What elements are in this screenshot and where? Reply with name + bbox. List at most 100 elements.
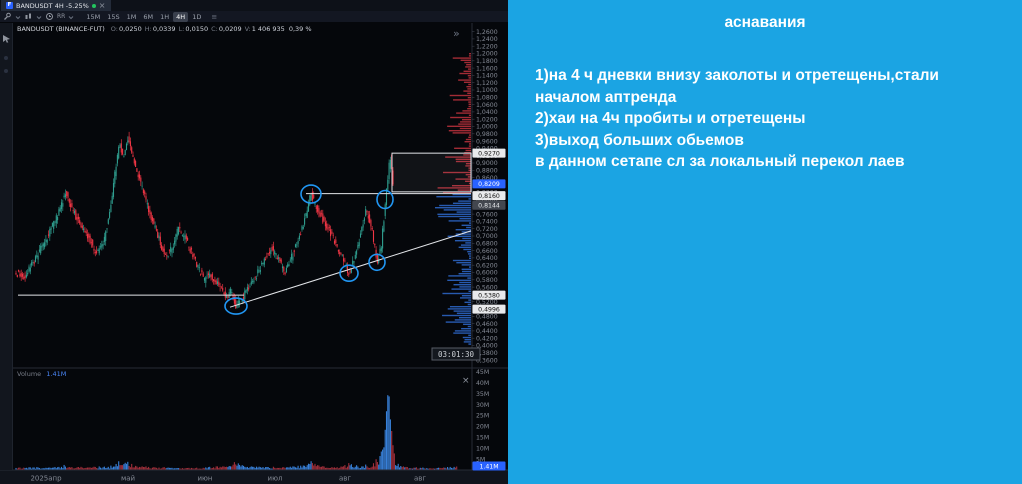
wrench-icon[interactable]	[3, 12, 12, 21]
rr-label: RR	[57, 13, 66, 20]
price-label-white: 0,5380	[472, 290, 506, 300]
svg-text:0,4000: 0,4000	[476, 343, 498, 350]
clock-icon	[45, 12, 54, 21]
volume-axis[interactable]: 5M 10M 15M 20M 25M 30M 35M 40M 45M	[476, 369, 489, 463]
chart-tab[interactable]: F BANDUSDT 4H -5.25% ×	[1, 0, 111, 11]
cursor-arrow-icon[interactable]	[2, 28, 11, 47]
svg-text:0,3600: 0,3600	[476, 357, 498, 364]
svg-text:1,2000: 1,2000	[476, 51, 498, 58]
circle-annotation[interactable]	[376, 189, 394, 210]
svg-text:0,9270: 0,9270	[478, 150, 500, 157]
svg-text:0,6000: 0,6000	[476, 270, 498, 277]
svg-text:5M: 5M	[476, 456, 485, 463]
svg-text:1,2600: 1,2600	[476, 29, 498, 36]
svg-text:0,5380: 0,5380	[478, 292, 500, 299]
svg-text:июн: июн	[197, 475, 212, 483]
svg-text:авг: авг	[414, 475, 426, 483]
svg-text:1,0200: 1,0200	[476, 116, 498, 123]
time-axis[interactable]: 2025апр май июн июл авг авг	[30, 475, 426, 483]
trendline-annotation[interactable]	[229, 230, 472, 308]
volume-legend: Volume 1.41M	[17, 370, 66, 378]
ohlc-key: C:	[211, 25, 218, 33]
symbol-name[interactable]: BANDUSDT (BINANCE-FUT)	[17, 25, 105, 33]
svg-text:1,0400: 1,0400	[476, 109, 498, 116]
notes-body: 1)на 4 ч дневки внизу заколоты и отретещ…	[508, 32, 1022, 173]
svg-text:0,4800: 0,4800	[476, 314, 498, 321]
drawing-tools-rail	[0, 23, 13, 470]
chart-background	[0, 23, 508, 484]
svg-text:0,8160: 0,8160	[478, 193, 500, 200]
svg-text:май: май	[121, 475, 135, 483]
svg-text:0,7600: 0,7600	[476, 211, 498, 218]
chevron-down-icon[interactable]	[68, 13, 74, 21]
svg-text:15M: 15M	[476, 435, 489, 442]
timeframe-button-15s[interactable]: 15S	[107, 12, 120, 21]
time-axis-strip[interactable]	[0, 470, 508, 484]
indicators-icon[interactable]	[24, 12, 33, 21]
volume-pane-close-icon[interactable]: ×	[462, 376, 470, 386]
tab-bar: F BANDUSDT 4H -5.25% ×	[0, 0, 508, 11]
instrument-icon: F	[6, 2, 13, 9]
price-box-annotation[interactable]	[391, 152, 472, 193]
svg-text:0,6400: 0,6400	[476, 255, 498, 262]
change-value: 0,39 %	[288, 25, 312, 33]
timeframe-button-1h[interactable]: 1H	[160, 12, 170, 21]
tool-dot-icon[interactable]	[4, 56, 8, 60]
tab-close-icon[interactable]: ×	[98, 0, 106, 10]
connection-status-dot	[91, 3, 96, 8]
svg-text:0,5800: 0,5800	[476, 277, 498, 284]
svg-text:03:01:30: 03:01:30	[438, 350, 475, 359]
svg-text:0,7200: 0,7200	[476, 226, 498, 233]
price-label-white: 0,8160	[472, 191, 506, 201]
price-label-white: 0,9270	[472, 148, 506, 158]
svg-text:45M: 45M	[476, 369, 489, 376]
timeframe-button-4h[interactable]: 4H	[173, 11, 189, 22]
svg-text:1,0800: 1,0800	[476, 95, 498, 102]
tool-dot-icon[interactable]	[4, 69, 8, 73]
circle-annotation[interactable]	[300, 184, 322, 204]
price-label-white: 0,4996	[472, 304, 506, 314]
svg-text:1,1800: 1,1800	[476, 58, 498, 65]
ohlc-key: O:	[110, 25, 118, 33]
timeframe-button-6m[interactable]: 6M	[143, 12, 154, 21]
svg-text:40M: 40M	[476, 380, 489, 387]
ohlc-key: V:	[244, 25, 251, 33]
chevron-down-icon[interactable]	[36, 13, 42, 21]
svg-text:1,1400: 1,1400	[476, 73, 498, 80]
svg-text:0,9600: 0,9600	[476, 138, 498, 145]
circle-annotation[interactable]	[339, 264, 359, 283]
bar-countdown: 03:01:30	[431, 347, 481, 361]
svg-text:1.41M: 1.41M	[479, 464, 498, 471]
svg-text:30M: 30M	[476, 402, 489, 409]
circle-annotation[interactable]	[368, 253, 386, 272]
chart-toolbar: RR 15M 15S 1M 6M 1H 4H 1D ≡	[0, 11, 508, 23]
price-label-dark: 0,8144	[472, 200, 506, 210]
more-intervals-icon[interactable]: ≡	[211, 12, 218, 21]
tab-title: BANDUSDT 4H -5.25%	[16, 1, 89, 10]
chart-canvas[interactable]: 1,26001,24001,22001,20001,18001,16001,14…	[0, 23, 508, 484]
svg-text:1,1200: 1,1200	[476, 80, 498, 87]
price-label-blue: 0,8209	[472, 179, 506, 189]
svg-text:0,3800: 0,3800	[476, 350, 498, 357]
note-line: 1)на 4 ч дневки внизу заколоты и отретещ…	[535, 67, 939, 84]
note-line: 2)хаи на 4ч пробиты и отретещены	[535, 110, 806, 127]
svg-text:0,8144: 0,8144	[478, 202, 500, 209]
svg-text:0,5200: 0,5200	[476, 299, 498, 306]
svg-text:0,6800: 0,6800	[476, 241, 498, 248]
collapse-panes-icon[interactable]: »	[453, 27, 460, 40]
chevron-down-icon[interactable]	[15, 13, 21, 21]
timeframe-button-15m[interactable]: 15M	[86, 12, 101, 21]
svg-text:35M: 35M	[476, 391, 489, 398]
notes-panel: аснавания 1)на 4 ч дневки внизу заколоты…	[508, 0, 1022, 484]
svg-text:0,8600: 0,8600	[476, 175, 498, 182]
circle-annotation[interactable]	[224, 297, 248, 315]
timeframe-button-1d[interactable]: 1D	[192, 12, 202, 21]
timeframe-button-1m[interactable]: 1M	[126, 12, 137, 21]
svg-text:1,1000: 1,1000	[476, 87, 498, 94]
svg-text:0,6200: 0,6200	[476, 262, 498, 269]
volume-value: 1.41M	[46, 370, 67, 378]
volume-current-label: 1.41M	[472, 461, 506, 471]
svg-text:1,0000: 1,0000	[476, 124, 498, 131]
timeframe-selector: 15M 15S 1M 6M 1H 4H 1D	[83, 11, 204, 22]
